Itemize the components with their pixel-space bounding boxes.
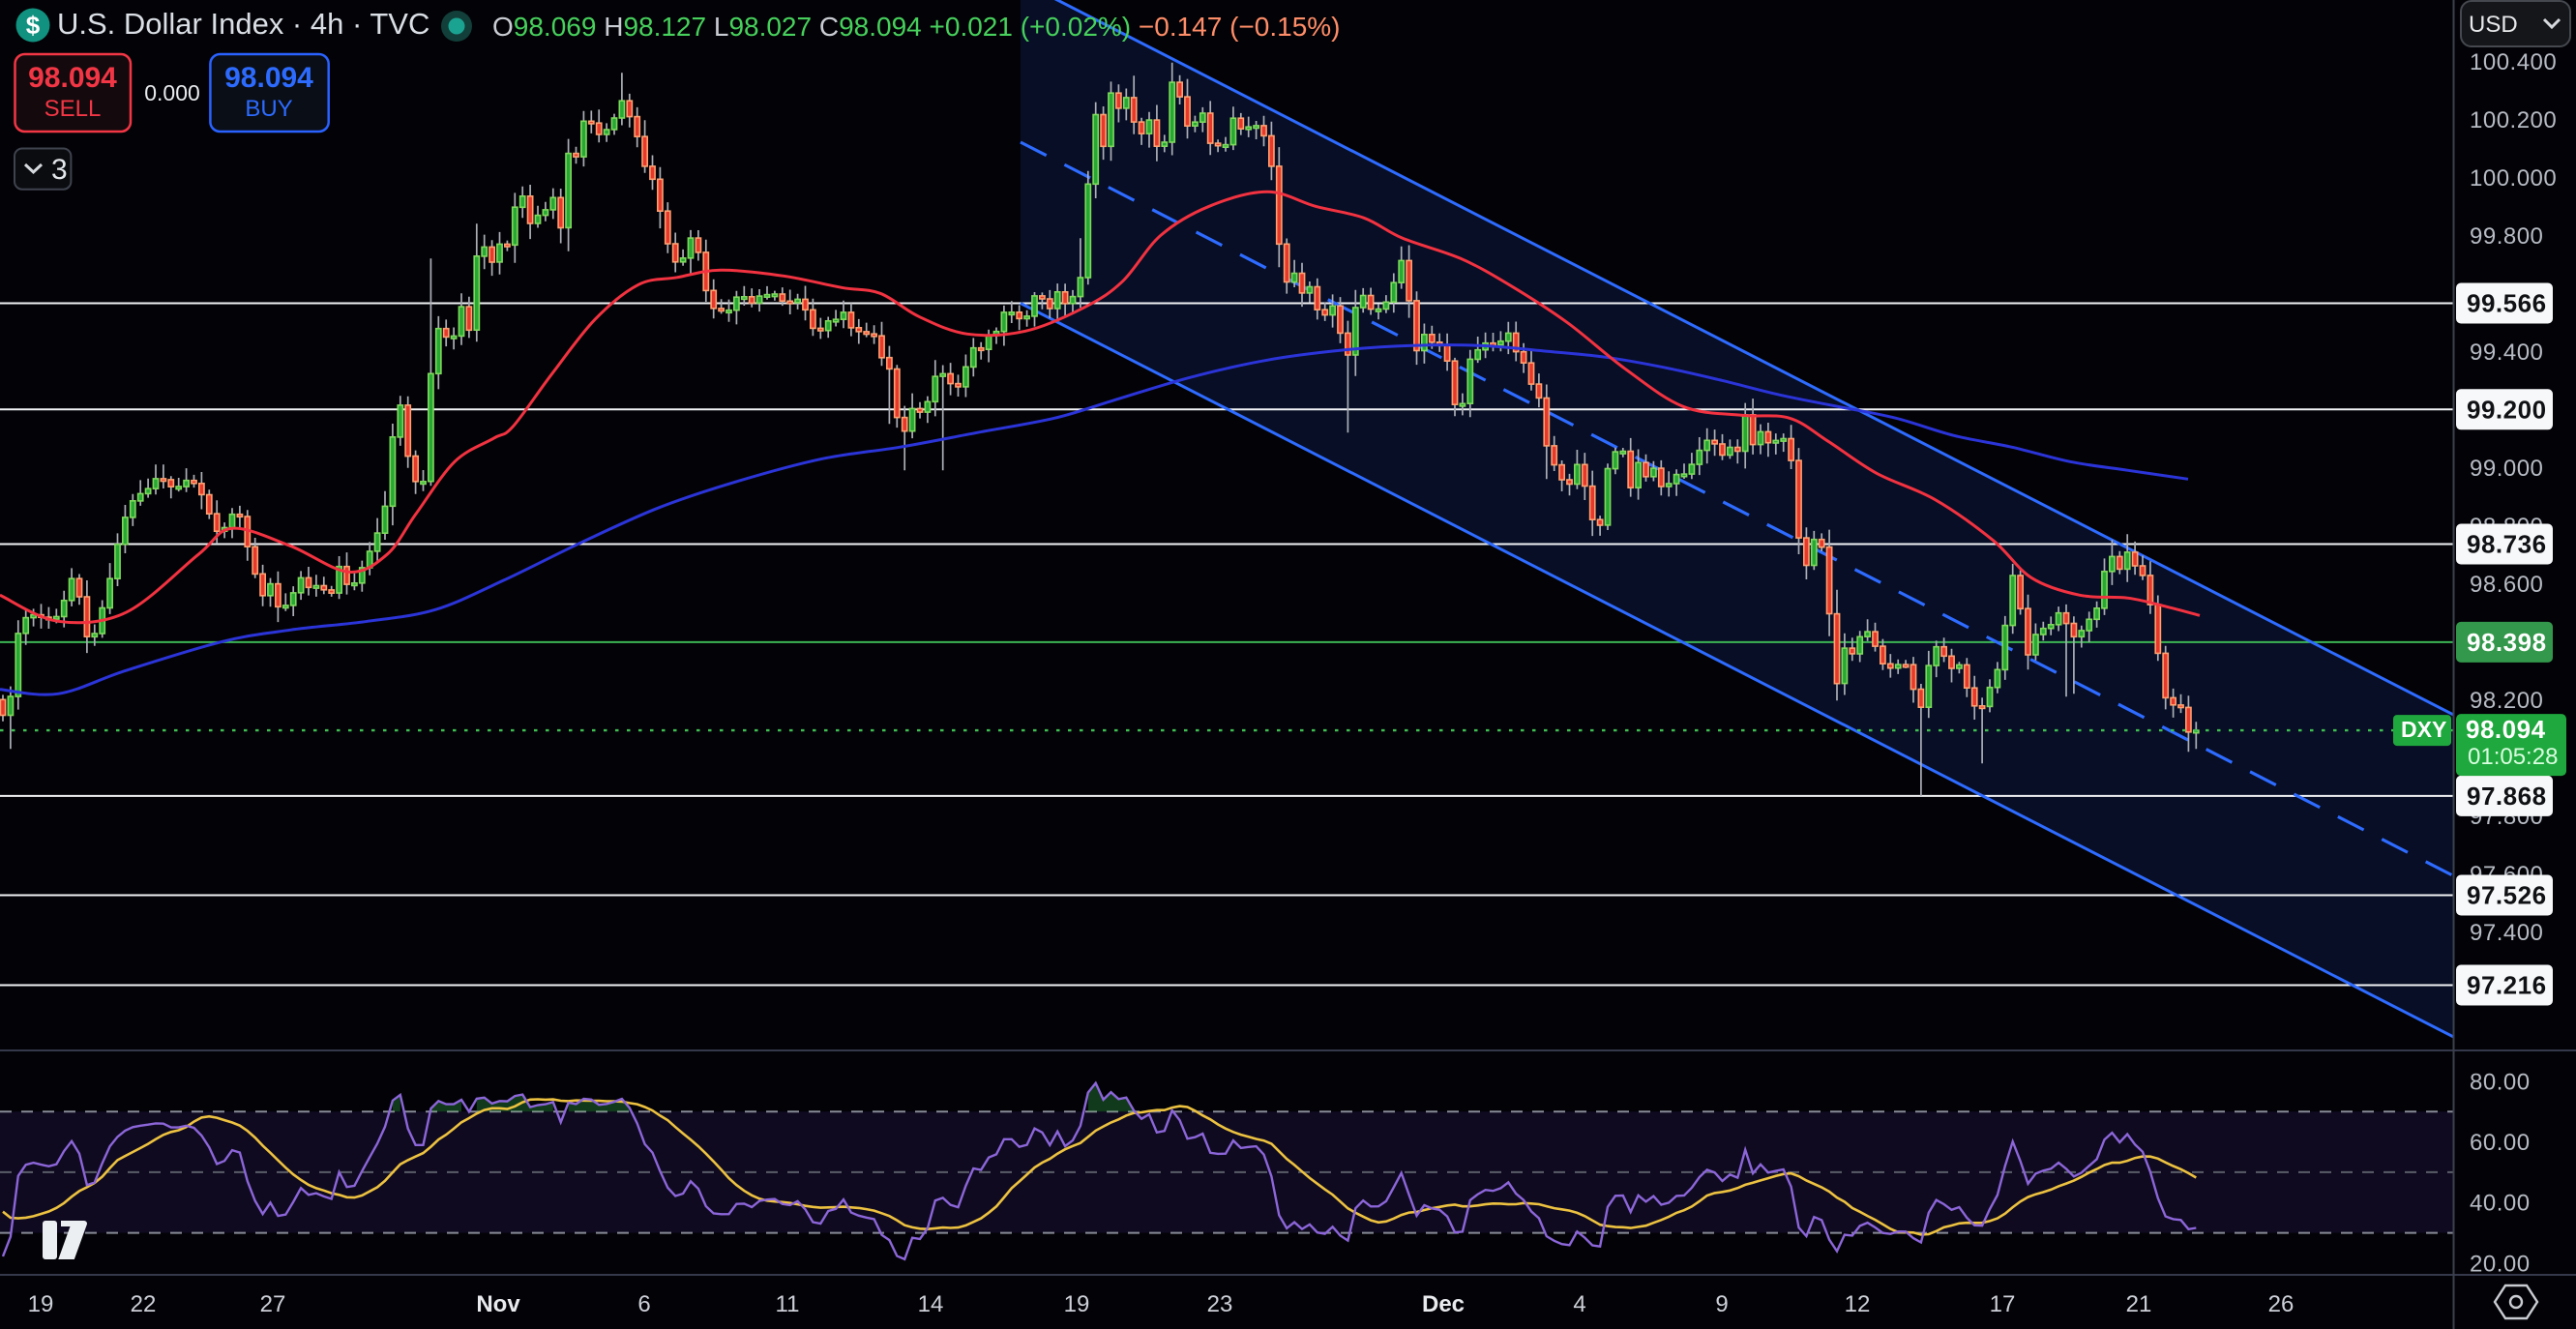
svg-text:Dec: Dec [1422, 1291, 1465, 1317]
svg-text:DXY: DXY [2401, 717, 2446, 742]
svg-text:97.526: 97.526 [2467, 881, 2547, 910]
svg-text:99.566: 99.566 [2467, 289, 2547, 318]
svg-text:17: 17 [1990, 1291, 2016, 1317]
svg-text:60.00: 60.00 [2470, 1130, 2531, 1156]
svg-text:19: 19 [28, 1291, 54, 1317]
svg-text:SELL: SELL [44, 96, 102, 122]
svg-text:100.200: 100.200 [2470, 107, 2557, 133]
svg-text:80.00: 80.00 [2470, 1069, 2531, 1095]
svg-text:98.094: 98.094 [2466, 715, 2546, 744]
svg-text:20.00: 20.00 [2470, 1252, 2531, 1278]
svg-text:USD: USD [2469, 12, 2518, 38]
svg-text:98.094: 98.094 [28, 62, 117, 94]
svg-text:22: 22 [131, 1291, 157, 1317]
svg-text:100.000: 100.000 [2470, 165, 2557, 192]
svg-text:97.400: 97.400 [2470, 920, 2543, 946]
svg-text:12: 12 [1845, 1291, 1871, 1317]
svg-text:U.S. Dollar Index · 4h · TVC: U.S. Dollar Index · 4h · TVC [57, 7, 429, 41]
svg-text:0.000: 0.000 [144, 80, 200, 105]
svg-text:21: 21 [2126, 1291, 2152, 1317]
svg-text:99.000: 99.000 [2470, 456, 2543, 482]
svg-text:99.200: 99.200 [2467, 395, 2547, 424]
svg-text:99.400: 99.400 [2470, 340, 2543, 366]
svg-text:98.600: 98.600 [2470, 572, 2543, 598]
svg-text:98.398: 98.398 [2467, 628, 2547, 657]
svg-text:3: 3 [51, 154, 68, 186]
svg-text:97.216: 97.216 [2467, 971, 2547, 1000]
svg-text:19: 19 [1064, 1291, 1090, 1317]
svg-text:26: 26 [2268, 1291, 2295, 1317]
svg-text:98.736: 98.736 [2467, 530, 2547, 559]
svg-text:BUY: BUY [245, 96, 292, 122]
svg-text:27: 27 [260, 1291, 286, 1317]
svg-text:$: $ [26, 11, 41, 40]
svg-text:6: 6 [637, 1291, 650, 1317]
svg-text:100.400: 100.400 [2470, 49, 2557, 75]
svg-text:01:05:28: 01:05:28 [2468, 744, 2558, 770]
svg-text:Nov: Nov [476, 1291, 520, 1317]
svg-text:98.200: 98.200 [2470, 688, 2543, 714]
svg-text:4: 4 [1573, 1291, 1585, 1317]
svg-text:14: 14 [918, 1291, 944, 1317]
svg-text:98.094: 98.094 [224, 62, 313, 94]
svg-text:9: 9 [1715, 1291, 1728, 1317]
svg-text:99.800: 99.800 [2470, 223, 2543, 250]
svg-text:97.868: 97.868 [2467, 782, 2547, 811]
svg-text:23: 23 [1207, 1291, 1233, 1317]
svg-text:O98.069 H98.127 L98.027 C98.09: O98.069 H98.127 L98.027 C98.094 +0.021 (… [492, 12, 1340, 42]
svg-text:11: 11 [776, 1291, 800, 1317]
svg-text:40.00: 40.00 [2470, 1191, 2531, 1217]
